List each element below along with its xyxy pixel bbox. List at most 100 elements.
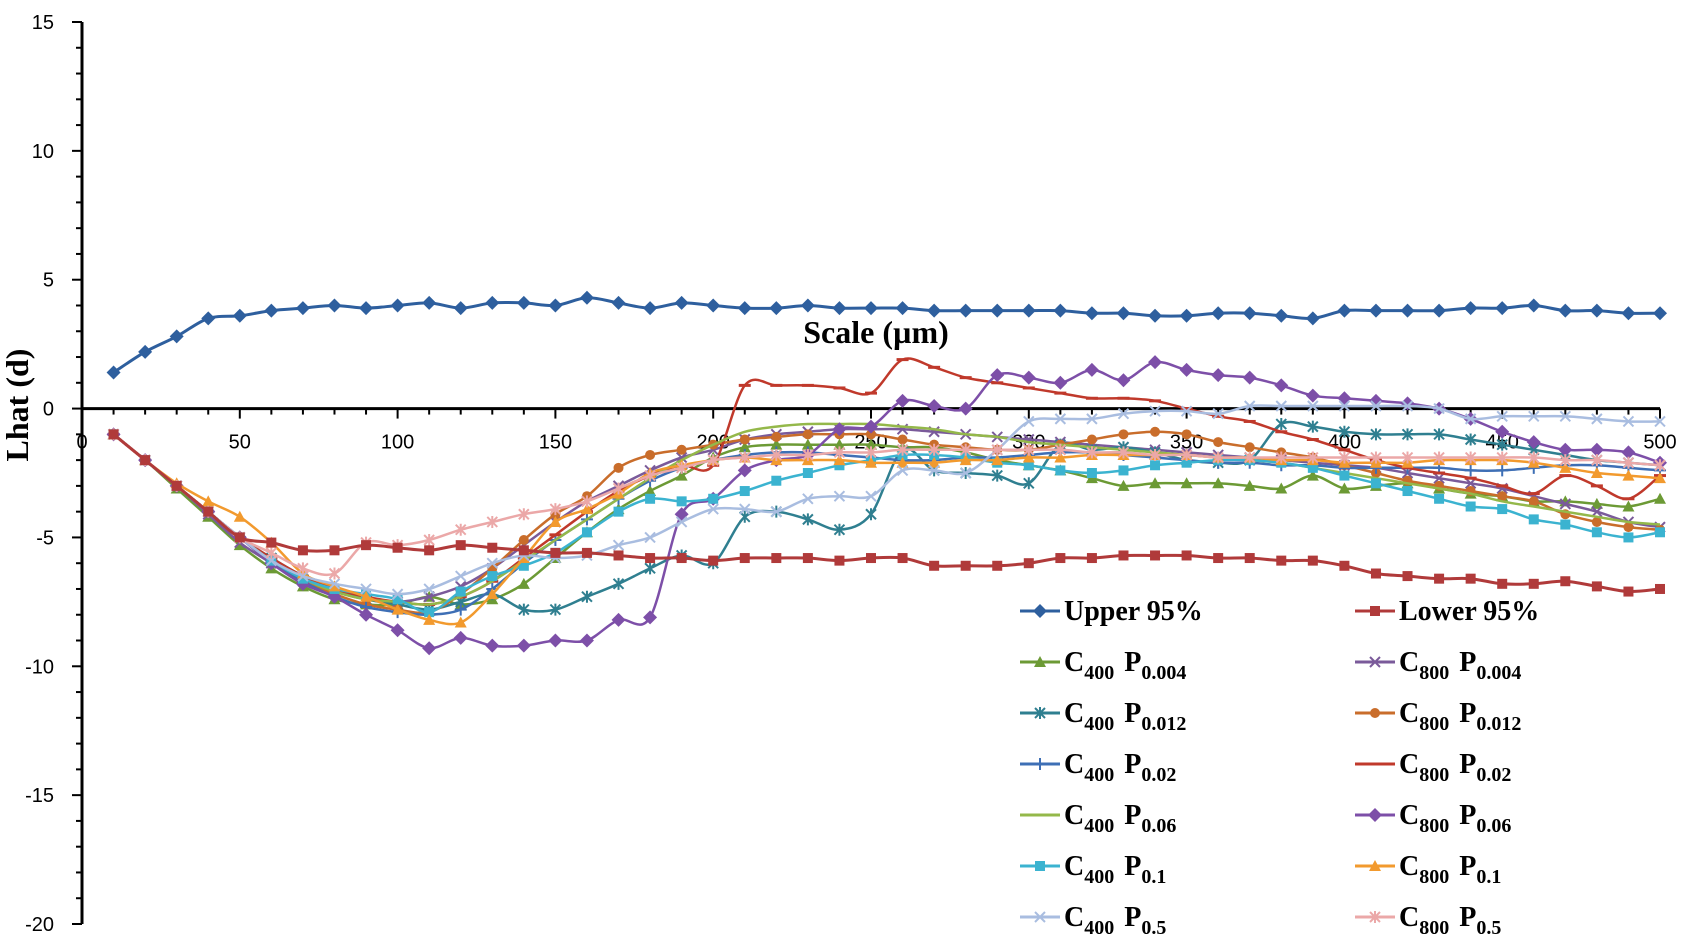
data-point: [1400, 303, 1415, 318]
data-point: [1401, 451, 1414, 464]
x-tick-label: 100: [381, 432, 414, 454]
data-point: [1086, 413, 1098, 425]
data-point: [201, 311, 216, 326]
data-point: [1528, 578, 1539, 589]
data-point: [1242, 306, 1257, 321]
data-point: [455, 586, 466, 597]
data-point: [929, 560, 940, 571]
data-point: [1591, 505, 1603, 518]
data-point: [1053, 303, 1068, 318]
data-point: [549, 503, 562, 516]
legend-entry: C400 P0.06: [1020, 800, 1176, 837]
data-point: [1623, 532, 1634, 543]
data-point: [138, 344, 153, 359]
data-point: [1433, 472, 1445, 484]
legend-marker: [1035, 861, 1045, 871]
data-point: [1623, 522, 1634, 533]
data-point: [1023, 443, 1035, 456]
data-point: [518, 603, 530, 616]
data-point: [927, 303, 942, 318]
data-point: [453, 301, 468, 316]
data-point: [1654, 459, 1666, 472]
data-point: [1621, 445, 1636, 460]
legend-marker: [1370, 606, 1380, 616]
data-point: [739, 486, 750, 497]
data-point: [361, 540, 372, 551]
data-point: [738, 441, 751, 453]
data-point: [958, 401, 973, 416]
data-point: [390, 623, 405, 638]
data-point: [1495, 424, 1510, 439]
data-point: [1339, 560, 1350, 571]
legend-entry: Upper 95%: [1020, 596, 1203, 627]
legend-label: C800 P0.012: [1399, 698, 1521, 735]
data-point: [1622, 469, 1635, 481]
data-point: [896, 443, 909, 456]
data-point: [518, 545, 529, 556]
x-tick-label: 50: [229, 432, 251, 454]
data-point: [802, 513, 814, 526]
data-point: [1368, 303, 1383, 318]
data-point: [548, 633, 563, 648]
data-point: [1149, 477, 1162, 489]
data-point: [1464, 433, 1477, 446]
data-point: [1023, 415, 1035, 428]
data-point: [202, 495, 215, 507]
data-point: [1116, 373, 1131, 388]
data-point: [1496, 438, 1508, 451]
data-point: [1339, 470, 1350, 481]
data-point: [771, 553, 782, 564]
data-point: [1654, 492, 1666, 504]
data-point: [234, 532, 245, 543]
data-point: [833, 446, 846, 459]
data-point: [770, 448, 783, 461]
data-point: [1528, 451, 1540, 464]
legend-marker: [1369, 860, 1381, 871]
data-point: [1591, 527, 1602, 538]
data-point: [171, 480, 182, 491]
data-point: [1401, 428, 1414, 441]
data-point: [675, 516, 688, 528]
legend-label: C400 P0.5: [1064, 902, 1166, 939]
data-point: [1434, 493, 1445, 504]
data-point: [1560, 519, 1571, 530]
legend-label: Lower 95%: [1399, 596, 1539, 627]
data-point: [1338, 400, 1351, 412]
data-point: [454, 603, 467, 616]
data-point: [1148, 308, 1163, 323]
data-point: [517, 552, 530, 564]
data-point: [1181, 457, 1192, 468]
data-point: [612, 539, 625, 551]
data-point: [739, 434, 750, 445]
data-point: [487, 542, 498, 553]
data-point: [1276, 555, 1287, 566]
data-point: [992, 560, 1003, 571]
data-point: [549, 603, 562, 616]
data-point: [360, 583, 372, 595]
data-point: [1433, 428, 1445, 441]
data-point: [487, 571, 498, 582]
data-point: [1242, 370, 1257, 385]
data-point: [455, 540, 466, 551]
data-point: [455, 570, 467, 582]
x-tick-label: 500: [1643, 432, 1676, 454]
data-point: [581, 590, 593, 603]
data-point: [1653, 306, 1667, 321]
data-point: [1086, 446, 1098, 459]
data-point: [359, 607, 374, 622]
data-point: [675, 461, 688, 474]
data-point: [928, 443, 940, 456]
legend-marker: [1034, 911, 1046, 923]
x-tick-label: 0: [76, 432, 87, 454]
data-point: [1179, 362, 1194, 377]
data-point: [1338, 425, 1351, 438]
data-point: [1589, 442, 1604, 457]
legend-entry: C800 P0.02: [1355, 749, 1511, 786]
data-point: [1180, 477, 1193, 489]
data-point: [516, 295, 531, 310]
data-point: [611, 295, 626, 310]
data-point: [1117, 408, 1130, 420]
data-point: [802, 493, 814, 505]
data-point: [517, 577, 530, 589]
data-point: [329, 545, 340, 556]
